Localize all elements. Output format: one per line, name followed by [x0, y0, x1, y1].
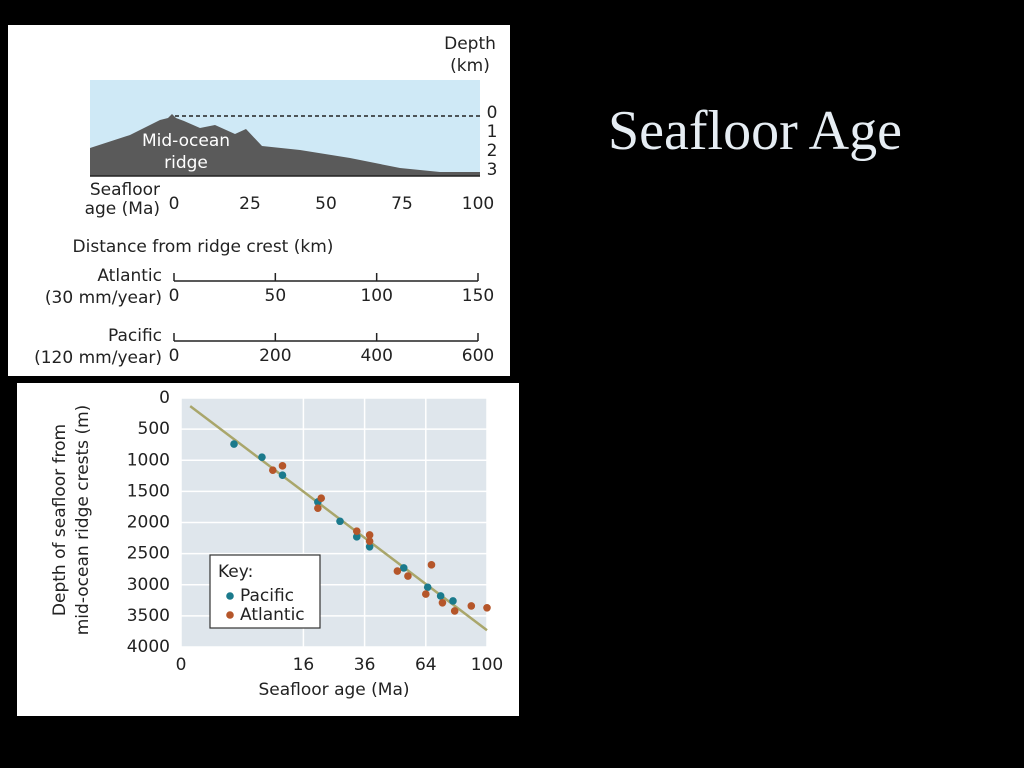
depth-label: (km): [450, 56, 490, 76]
y-tick-label: 0: [159, 388, 170, 408]
x-tick-label: 36: [354, 655, 376, 675]
scatter-figure: 0 500 1000 1500 2000 2500 3000 3500 4000 0 16 36 64 1…: [17, 383, 519, 716]
data-point: [450, 607, 459, 615]
data-point: [467, 602, 476, 610]
scale-name: Atlantic: [97, 266, 162, 286]
depth-label: Depth: [444, 34, 496, 54]
scale-tick-label: 50: [265, 286, 287, 306]
age-tick-label: 25: [239, 194, 261, 214]
data-point: [449, 597, 457, 605]
x-tick-label: 0: [176, 655, 187, 675]
legend-marker: [226, 592, 234, 600]
scale-tick-label: 150: [462, 286, 494, 306]
y-tick-label: 500: [138, 419, 170, 439]
age-tick-label: 75: [391, 194, 413, 214]
ridge-label: ridge: [164, 153, 208, 173]
data-point: [352, 533, 361, 541]
scale-tick-label: 100: [360, 286, 392, 306]
x-tick-label: 64: [415, 655, 437, 675]
data-point: [365, 531, 374, 539]
scale-name: Pacific: [108, 326, 162, 346]
age-tick-label: 0: [169, 194, 180, 214]
legend-label: Pacific: [240, 586, 294, 606]
legend-label: Atlantic: [240, 605, 305, 625]
y-tick-label: 2000: [127, 513, 170, 533]
data-point: [352, 527, 361, 536]
data-point: [269, 466, 277, 475]
data-point: [483, 603, 491, 612]
data-point: [422, 590, 430, 598]
data-point: [278, 471, 287, 479]
legend-title: Key:: [218, 562, 253, 582]
y-tick-label: 3500: [127, 606, 170, 626]
scale-tick-label: 400: [360, 346, 392, 366]
data-point: [427, 561, 436, 569]
data-point: [365, 537, 374, 545]
depth-tick-label: 2: [487, 141, 498, 161]
data-point: [314, 504, 322, 512]
y-tick-label: 1500: [127, 481, 170, 501]
data-point: [278, 462, 287, 470]
y-tick-label: 2500: [127, 544, 170, 564]
age-tick-label: 50: [315, 194, 337, 214]
data-point: [317, 494, 326, 503]
data-point: [336, 517, 344, 526]
y-tick-label: 3000: [127, 575, 170, 595]
y-tick-label: 1000: [127, 450, 170, 470]
scale-tick-label: 600: [462, 346, 494, 366]
age-tick-label: 100: [462, 194, 494, 214]
x-axis-label: Seafloor age (Ma): [259, 680, 410, 700]
age-axis-label: Seafloor: [90, 180, 160, 200]
scale-name: (30 mm/year): [45, 288, 162, 308]
y-axis-label: Depth of seafloor from: [50, 424, 70, 616]
ridge-profile: [90, 114, 480, 176]
data-point: [230, 440, 238, 448]
distance-title: Distance from ridge crest (km): [73, 237, 334, 257]
x-tick-label: 16: [293, 655, 315, 675]
data-point: [399, 564, 408, 572]
ridge-label: Mid-ocean: [142, 131, 230, 151]
depth-tick-label: 0: [487, 103, 498, 123]
y-axis-label: mid-ocean ridge crests (m): [73, 405, 93, 636]
y-tick-label: 4000: [127, 637, 170, 657]
data-point: [393, 567, 402, 575]
scale-tick-label: 0: [169, 286, 180, 306]
data-point: [423, 583, 432, 592]
depth-tick-label: 1: [487, 122, 498, 142]
age-axis-label: age (Ma): [85, 199, 160, 219]
scale-tick-label: 200: [259, 346, 291, 366]
legend-marker: [226, 611, 234, 619]
x-tick-label: 100: [471, 655, 503, 675]
scale-tick-label: 0: [169, 346, 180, 366]
data-point: [365, 542, 374, 551]
data-point: [258, 453, 266, 461]
depth-tick-label: 3: [487, 160, 498, 180]
data-point: [436, 592, 445, 600]
slide-title: Seafloor Age: [608, 100, 902, 162]
scale-name: (120 mm/year): [34, 348, 162, 368]
data-point: [438, 599, 447, 607]
data-point: [404, 572, 412, 580]
